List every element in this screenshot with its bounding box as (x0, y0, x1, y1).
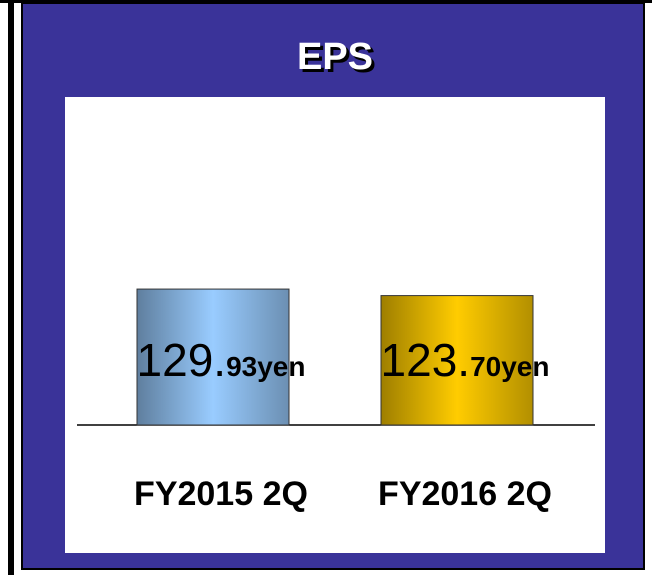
chart-title: EPS (297, 36, 373, 78)
value-label: 129.93yen (137, 334, 306, 386)
left-rule (8, 0, 14, 575)
top-rule (0, 0, 652, 3)
x-tick-label: FY2016 2Q (378, 475, 552, 513)
chart-title-shadow: EPS (300, 39, 376, 81)
value-label: 123.70yen (381, 334, 550, 386)
x-tick-label: FY2015 2Q (134, 475, 308, 513)
bar-shade (136, 288, 290, 426)
bar-shade (380, 295, 534, 426)
